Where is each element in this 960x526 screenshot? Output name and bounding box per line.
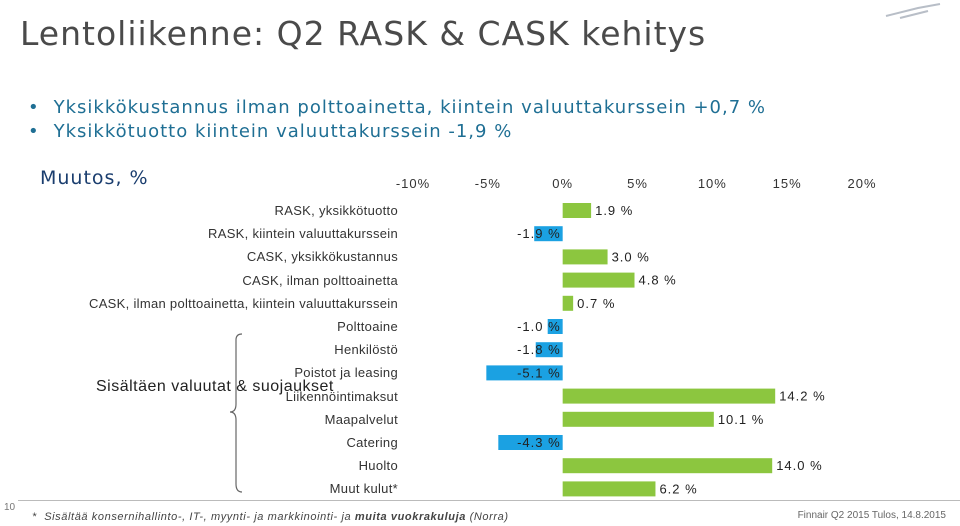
x-tick-label: 5% [627,176,648,191]
category-label: Huolto [358,458,398,474]
bar-value-label: 14.2 % [779,389,825,404]
page-title: Lentoliikenne: Q2 RASK & CASK kehitys [20,14,707,53]
x-tick-label: 10% [697,176,727,191]
bar [498,435,563,450]
group-brace [229,333,243,493]
x-tick-label: 15% [772,176,802,191]
category-label: Catering [346,435,398,450]
bar [535,342,563,358]
bar [562,481,656,497]
bar-value-label: -5.1 % [517,365,561,380]
bar [562,388,776,404]
category-label: Polttoaine [337,319,398,334]
category-label: Muut kulut* [329,481,398,497]
footnote-emphasis: muita vuokrakuluja [354,511,466,523]
bar [562,249,608,265]
bar-value-label: 1.9 % [595,203,633,218]
x-tick-label: -10% [395,176,431,191]
bar [562,203,592,218]
finnair-logo-icon [885,3,941,19]
x-tick-label: -5% [474,176,501,191]
bar-value-label: 3.0 % [612,249,650,264]
bar-value-label: 4.8 % [639,273,677,288]
bar [547,319,563,334]
bar-value-label: -1.0 % [517,319,561,334]
group-label: Sisältäen valuutat & suojaukset [96,378,334,395]
footnote-text: Sisältää konsernihallinto-, IT-, myynti-… [44,511,355,523]
bar [562,272,635,288]
bar-value-label: 14.0 % [776,458,822,473]
x-tick-label: 20% [847,176,877,191]
bar-value-label: -1.8 % [517,342,561,357]
footnote-tail: (Norra) [465,511,509,523]
bar-value-label: -1.9 % [517,226,561,241]
category-label: Liikennöintimaksut [285,388,398,404]
footer-text: Finnair Q2 2015 Tulos, 14.8.2015 [797,510,946,521]
bullet-item: Yksikkötuotto kiintein valuuttakurssein … [28,120,766,144]
category-label: CASK, ilman polttoainetta, kiintein valu… [89,295,398,311]
category-label: Maapalvelut [324,411,398,427]
bar-value-label: 10.1 % [718,412,764,427]
bar-value-label: 6.2 % [659,481,697,496]
chart-header: Muutos, % [40,167,149,189]
category-label: RASK, kiintein valuuttakurssein [208,226,398,242]
x-tick-label: 0% [552,176,574,191]
bar-value-label: 0.7 % [577,296,615,311]
bar [562,411,714,427]
bar [534,226,563,242]
footnote-marker: * [32,511,37,523]
category-label: Poistot ja leasing [294,365,398,381]
bar-value-label: -4.3 % [517,435,561,450]
bar [562,295,574,311]
bullet-item: Yksikkökustannus ilman polttoainetta, ki… [28,96,766,120]
bar [562,458,773,474]
footnote: * Sisältää konsernihallinto-, IT-, myynt… [32,511,509,523]
category-label: RASK, yksikkötuotto [274,203,398,218]
category-label: CASK, ilman polttoainetta [242,272,398,288]
bullet-list: Yksikkökustannus ilman polttoainetta, ki… [28,96,766,144]
footer-divider [18,500,960,501]
page-number: 10 [4,502,16,513]
category-label: CASK, yksikkökustannus [246,249,398,265]
bar [486,365,563,381]
category-label: Henkilöstö [334,342,398,358]
